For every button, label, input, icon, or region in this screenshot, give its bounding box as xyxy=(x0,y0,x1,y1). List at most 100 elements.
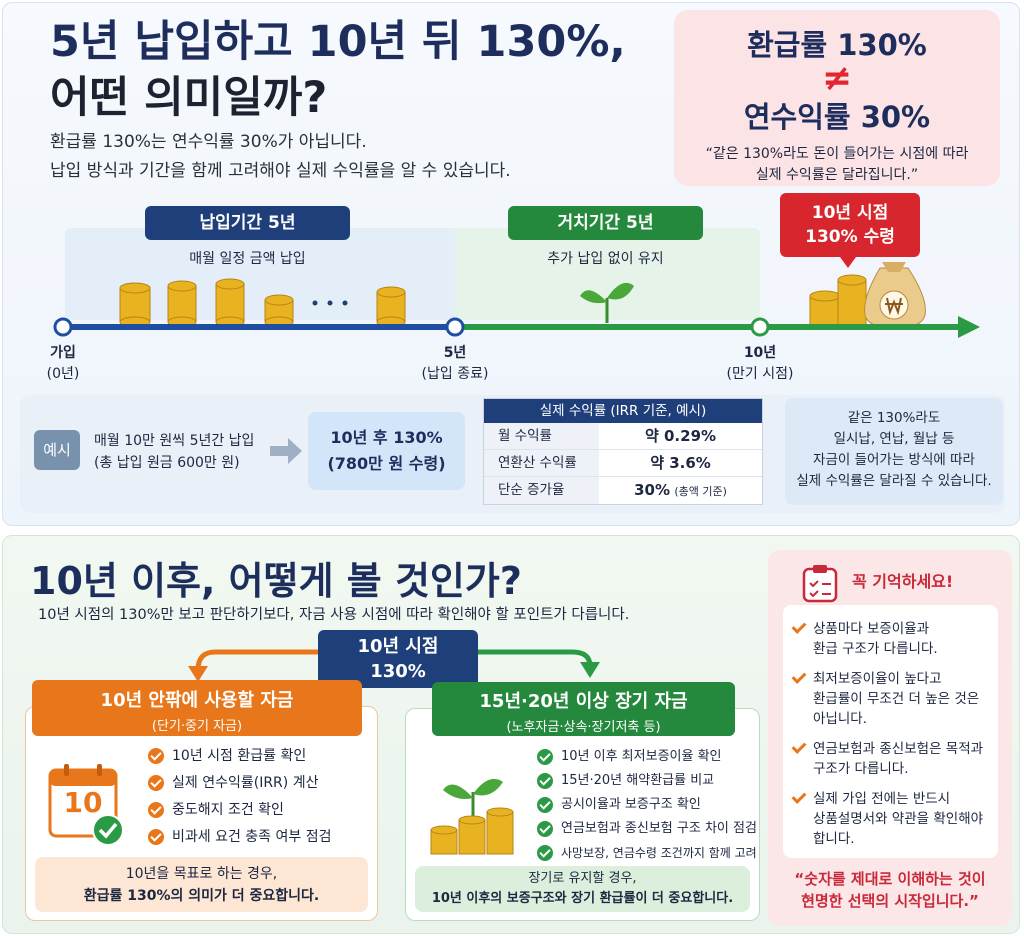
item-line: 구조가 다릅니다. xyxy=(813,761,909,777)
payout-line: 130% 수령 xyxy=(805,227,895,247)
table-header: 실제 수익률 (IRR 기준, 예시) xyxy=(484,399,762,423)
hold-desc: 추가 납입 없이 유지 xyxy=(547,251,664,267)
left-note: 10년을 목표로 하는 경우, 환급률 130%의 의미가 더 중요합니다. xyxy=(35,857,368,912)
calendar-number: 10 xyxy=(63,786,103,819)
cell-note: (총액 기준) xyxy=(674,485,727,498)
check-item: 공시이율과 보증구조 확인 xyxy=(537,793,757,817)
cell: 월 수익률 xyxy=(484,423,599,449)
cell: 단순 증가율 xyxy=(484,477,599,504)
check-item: 10년 이후 최저보증이율 확인 xyxy=(537,745,757,769)
item-line: 환급 구조가 다릅니다. xyxy=(813,641,938,657)
item-line: 연금보험과 종신보험은 목적과 xyxy=(813,741,984,757)
top-title: 5년 납입하고 10년 뒤 130%, 어떤 의미일까? xyxy=(50,14,626,126)
clipboard-icon xyxy=(802,565,838,603)
example-desc: 매월 10만 원씩 5년간 납입 (총 납입 원금 600만 원) xyxy=(94,430,254,474)
note-line: 자금이 들어가는 방식에 따라 xyxy=(813,452,975,468)
center-line: 10년 시점 xyxy=(357,636,439,657)
item-line: 아닙니다. xyxy=(813,711,867,727)
note-line: 장기로 유지할 경우, xyxy=(528,871,637,886)
note-line: 환급률 130%의 의미가 더 중요합니다. xyxy=(83,888,320,904)
point-sub: (0년) xyxy=(46,366,80,382)
item-line: 실제 가입 전에는 반드시 xyxy=(813,791,951,807)
point-label: 10년 xyxy=(743,345,777,361)
time-point: 10년 (만기 시점) xyxy=(710,343,810,385)
point-label: 5년 xyxy=(443,345,467,361)
check-item: 15년·20년 해약환급률 비교 xyxy=(537,769,757,793)
quote-line: 현명한 선택의 시작입니다.” xyxy=(801,892,979,910)
cell: 약 0.29% xyxy=(644,427,717,445)
cell-value: 30% xyxy=(634,481,671,499)
example-tag: 예시 xyxy=(34,430,80,470)
remember-title: 꼭 기억하세요! xyxy=(852,572,954,591)
quote-line: “숫자를 제대로 이해하는 것이 xyxy=(794,870,986,888)
table-row: 연환산 수익률 약 3.6% xyxy=(484,450,762,477)
note-line: 10년 이후의 보증구조와 장기 환급률이 더 중요합니다. xyxy=(431,891,734,906)
center-badge: 10년 시점 130% xyxy=(318,630,478,688)
calendar-icon xyxy=(48,764,124,846)
check-item: 실제 연수익률(IRR) 계산 xyxy=(148,771,331,795)
table-row: 월 수익률 약 0.29% xyxy=(484,423,762,450)
intro-line: 납입 방식과 기간을 함께 고려해야 실제 수익률을 알 수 있습니다. xyxy=(50,161,511,181)
cell: 30% (총액 기준) xyxy=(599,477,762,504)
not-equal: ≠ xyxy=(821,58,853,99)
header-sub: (노후자금·상속·장기저축 등) xyxy=(506,720,661,735)
check-item: 사망보장, 연금수령 조건까지 함께 고려 xyxy=(537,841,757,865)
left-header: 10년 안팎에 사용할 자금 (단기·중기 자금) xyxy=(32,680,362,736)
branch-arrows xyxy=(188,649,600,682)
cell: 약 3.6% xyxy=(650,454,711,472)
quote-line: 실제 수익률은 달라집니다.” xyxy=(755,167,919,183)
example-result: 10년 후 130% (780만 원 수령) xyxy=(308,412,465,490)
right-checklist: 10년 이후 최저보증이율 확인 15년·20년 해약환급률 비교 공시이율과 … xyxy=(537,745,757,865)
item-line: 상품설명서와 약관을 확인해야 xyxy=(813,811,984,827)
time-point: 5년 (납입 종료) xyxy=(405,343,505,385)
remember-item: 상품마다 보증이율과 환급 구조가 다릅니다. xyxy=(791,619,992,659)
check-item: 10년 시점 환급률 확인 xyxy=(148,744,331,768)
bottom-title: 10년 이후, 어떻게 볼 것인가? xyxy=(30,559,522,603)
right-header: 15년·20년 이상 장기 자금 (노후자금·상속·장기저축 등) xyxy=(432,682,735,736)
title-line: 5년 납입하고 10년 뒤 130%, xyxy=(50,17,626,67)
item-line: 최저보증이율이 높다고 xyxy=(813,671,942,687)
desc-line: (총 납입 원금 600만 원) xyxy=(94,455,240,471)
callout-line: 환급률 130% xyxy=(747,28,927,62)
header-title: 10년 안팎에 사용할 자금 xyxy=(100,690,294,711)
intro: 환급률 130%는 연수익률 30%가 아닙니다. 납입 방식과 기간을 함께 … xyxy=(50,128,511,186)
point-sub: (만기 시점) xyxy=(726,366,794,382)
center-line: 130% xyxy=(370,661,426,682)
note-line: 실제 수익률은 달라질 수 있습니다. xyxy=(796,473,992,489)
note-line: 10년을 목표로 하는 경우, xyxy=(125,866,278,882)
bottom-subtitle: 10년 시점의 130%만 보고 판단하기보다, 자금 사용 시점에 따라 확인… xyxy=(38,607,630,623)
note-line: 일시납, 연납, 월납 등 xyxy=(833,431,955,447)
coins-plant xyxy=(430,778,514,855)
cell: 연환산 수익률 xyxy=(484,450,599,476)
arrow xyxy=(270,438,302,464)
note-line: 같은 130%라도 xyxy=(847,410,941,426)
intro-line: 환급률 130%는 연수익률 30%가 아닙니다. xyxy=(50,132,367,152)
right-note: 장기로 유지할 경우, 10년 이후의 보증구조와 장기 환급률이 더 중요합니다… xyxy=(415,866,750,912)
pay-desc: 매월 일정 금액 납입 xyxy=(189,251,306,267)
result-line: 10년 후 130% xyxy=(330,428,443,447)
header-sub: (단기·중기 자금) xyxy=(151,719,243,734)
timeline-art xyxy=(53,257,980,338)
desc-line: 매월 10만 원씩 5년간 납입 xyxy=(94,433,255,449)
left-checklist: 10년 시점 환급률 확인 실제 연수익률(IRR) 계산 중도해지 조건 확인… xyxy=(148,744,331,849)
result-line: (780만 원 수령) xyxy=(327,454,446,473)
irr-table: 실제 수익률 (IRR 기준, 예시) 월 수익률 약 0.29% 연환산 수익률… xyxy=(483,398,763,505)
check-item: 중도해지 조건 확인 xyxy=(148,798,331,822)
title-line: 어떤 의미일까? xyxy=(50,73,328,123)
payout-badge: 10년 시점 130% 수령 xyxy=(780,193,920,257)
header-title: 15년·20년 이상 장기 자금 xyxy=(479,691,688,712)
point-label: 가입 xyxy=(50,345,76,361)
check-item: 비과세 요건 충족 여부 점검 xyxy=(148,825,331,849)
item-line: 합니다. xyxy=(813,831,855,847)
item-line: 환급률이 무조건 더 높은 것은 xyxy=(813,691,980,707)
hold-badge: 거치기간 5년 xyxy=(508,206,703,240)
callout-quote: “같은 130%라도 돈이 들어가는 시점에 따라 실제 수익률은 달라집니다.… xyxy=(674,144,1000,186)
time-point: 가입 (0년) xyxy=(23,343,103,385)
